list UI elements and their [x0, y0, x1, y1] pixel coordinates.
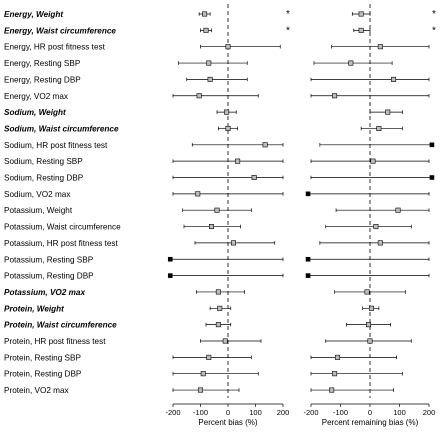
panel-percent-remaining-bias: * * -200 -100 0 100 200 Percent remaining bias …: [303, 4, 436, 427]
row-label: Energy, VO2 max: [4, 92, 68, 101]
point-estimate: [262, 142, 268, 148]
point-estimate: [214, 207, 220, 213]
point-estimate: [370, 158, 376, 164]
point-estimate: [377, 44, 383, 50]
row-label: Sodium, Resting DBP: [4, 174, 84, 183]
significance-star: *: [286, 9, 290, 20]
row-label: Protein, HR post fitness test: [4, 337, 106, 346]
point-estimate: [366, 322, 372, 328]
x-tick-label: 100: [393, 408, 406, 417]
point-estimate: [373, 224, 379, 230]
point-estimate: [358, 27, 364, 33]
point-estimate: [332, 371, 338, 377]
point-estimate: [367, 338, 373, 344]
row-label: Sodium, Waist circumference: [4, 124, 119, 133]
point-estimate: [206, 60, 212, 66]
row-label: Energy, Weight: [4, 10, 63, 19]
point-estimate: [395, 207, 401, 213]
point-estimate: [222, 338, 228, 344]
point-estimate: [231, 240, 237, 246]
point-estimate: [202, 11, 208, 17]
row-label: Potassium, Resting SBP: [4, 255, 94, 264]
row-label: Protein, Waist circumference: [4, 321, 117, 330]
point-estimate: [251, 175, 257, 181]
x-tick-label: 100: [249, 408, 262, 417]
point-estimate: [215, 322, 221, 328]
x-axis-label: Percent remaining bias (%): [322, 418, 419, 427]
row-label: Protein, Resting DBP: [4, 370, 82, 379]
row-label: Energy, Resting DBP: [4, 75, 81, 84]
x-tick-label: 0: [368, 408, 372, 417]
point-estimate: [206, 354, 212, 360]
point-estimate-offscale: [305, 191, 311, 197]
point-estimate: [225, 125, 231, 131]
panel-percent-bias: * * -200 -100 0 100 200 Percent bias (%): [165, 4, 290, 427]
point-estimate: [235, 158, 241, 164]
row-label: Potassium, HR post fitness test: [4, 239, 118, 248]
x-tick-label: -100: [193, 408, 208, 417]
point-estimate: [200, 371, 206, 377]
point-estimate: [376, 125, 382, 131]
point-estimate: [358, 11, 364, 17]
point-estimate: [209, 224, 215, 230]
x-tick-label: -100: [333, 408, 348, 417]
x-tick-label: 200: [277, 408, 290, 417]
row-label: Protein, Resting SBP: [4, 353, 81, 362]
row-label: Energy, Resting SBP: [4, 59, 81, 68]
point-estimate-offscale: [429, 175, 435, 180]
row-label: Protein, Weight: [4, 304, 64, 313]
point-estimate-offscale: [167, 256, 173, 262]
point-estimate: [198, 387, 204, 393]
point-estimate: [335, 354, 341, 360]
point-estimate: [329, 387, 335, 393]
x-tick-label: -200: [165, 408, 180, 417]
row-label: Sodium, VO2 max: [4, 190, 70, 199]
row-label: Sodium, HR post fitness test: [4, 141, 108, 150]
point-estimate: [203, 27, 209, 33]
row-label: Sodium, Weight: [4, 108, 66, 117]
point-estimate: [391, 76, 397, 82]
significance-star: *: [432, 25, 436, 36]
point-estimate: [348, 60, 354, 66]
point-estimate: [332, 93, 338, 99]
row-label: Sodium, Resting SBP: [4, 157, 83, 166]
point-estimate: [224, 109, 230, 115]
x-axis-label: Percent bias (%): [198, 418, 257, 427]
row-label: Potassium, Waist circumference: [4, 223, 121, 232]
x-tick-label: -200: [303, 408, 318, 417]
point-estimate: [217, 305, 223, 311]
row-label: Energy, Waist circumference: [4, 26, 116, 35]
row-label: Potassium, Weight: [4, 206, 73, 215]
point-estimate: [215, 289, 221, 295]
point-estimate: [207, 76, 213, 82]
point-estimate: [195, 191, 201, 197]
point-estimate-offscale: [429, 142, 435, 148]
point-estimate: [364, 289, 370, 295]
point-estimate-offscale: [305, 273, 311, 278]
row-labels: Energy, Weight Energy, Waist circumferenc…: [4, 10, 121, 395]
significance-star: *: [286, 25, 290, 36]
x-tick-label: 200: [423, 408, 436, 417]
x-tick-label: 0: [226, 408, 230, 417]
row-label: Energy, HR post fitness test: [4, 43, 106, 52]
row-label: Protein, VO2 max: [4, 386, 69, 395]
point-estimate-offscale: [305, 256, 311, 262]
point-estimate: [225, 44, 231, 50]
point-estimate: [368, 305, 374, 311]
point-estimate: [385, 109, 391, 115]
significance-star: *: [432, 9, 436, 20]
row-label: Potassium, VO2 max: [4, 288, 85, 297]
row-label: Potassium, Resting DBP: [4, 272, 94, 281]
point-estimate: [196, 93, 202, 99]
point-estimate: [377, 240, 383, 246]
point-estimate-offscale: [167, 273, 173, 278]
